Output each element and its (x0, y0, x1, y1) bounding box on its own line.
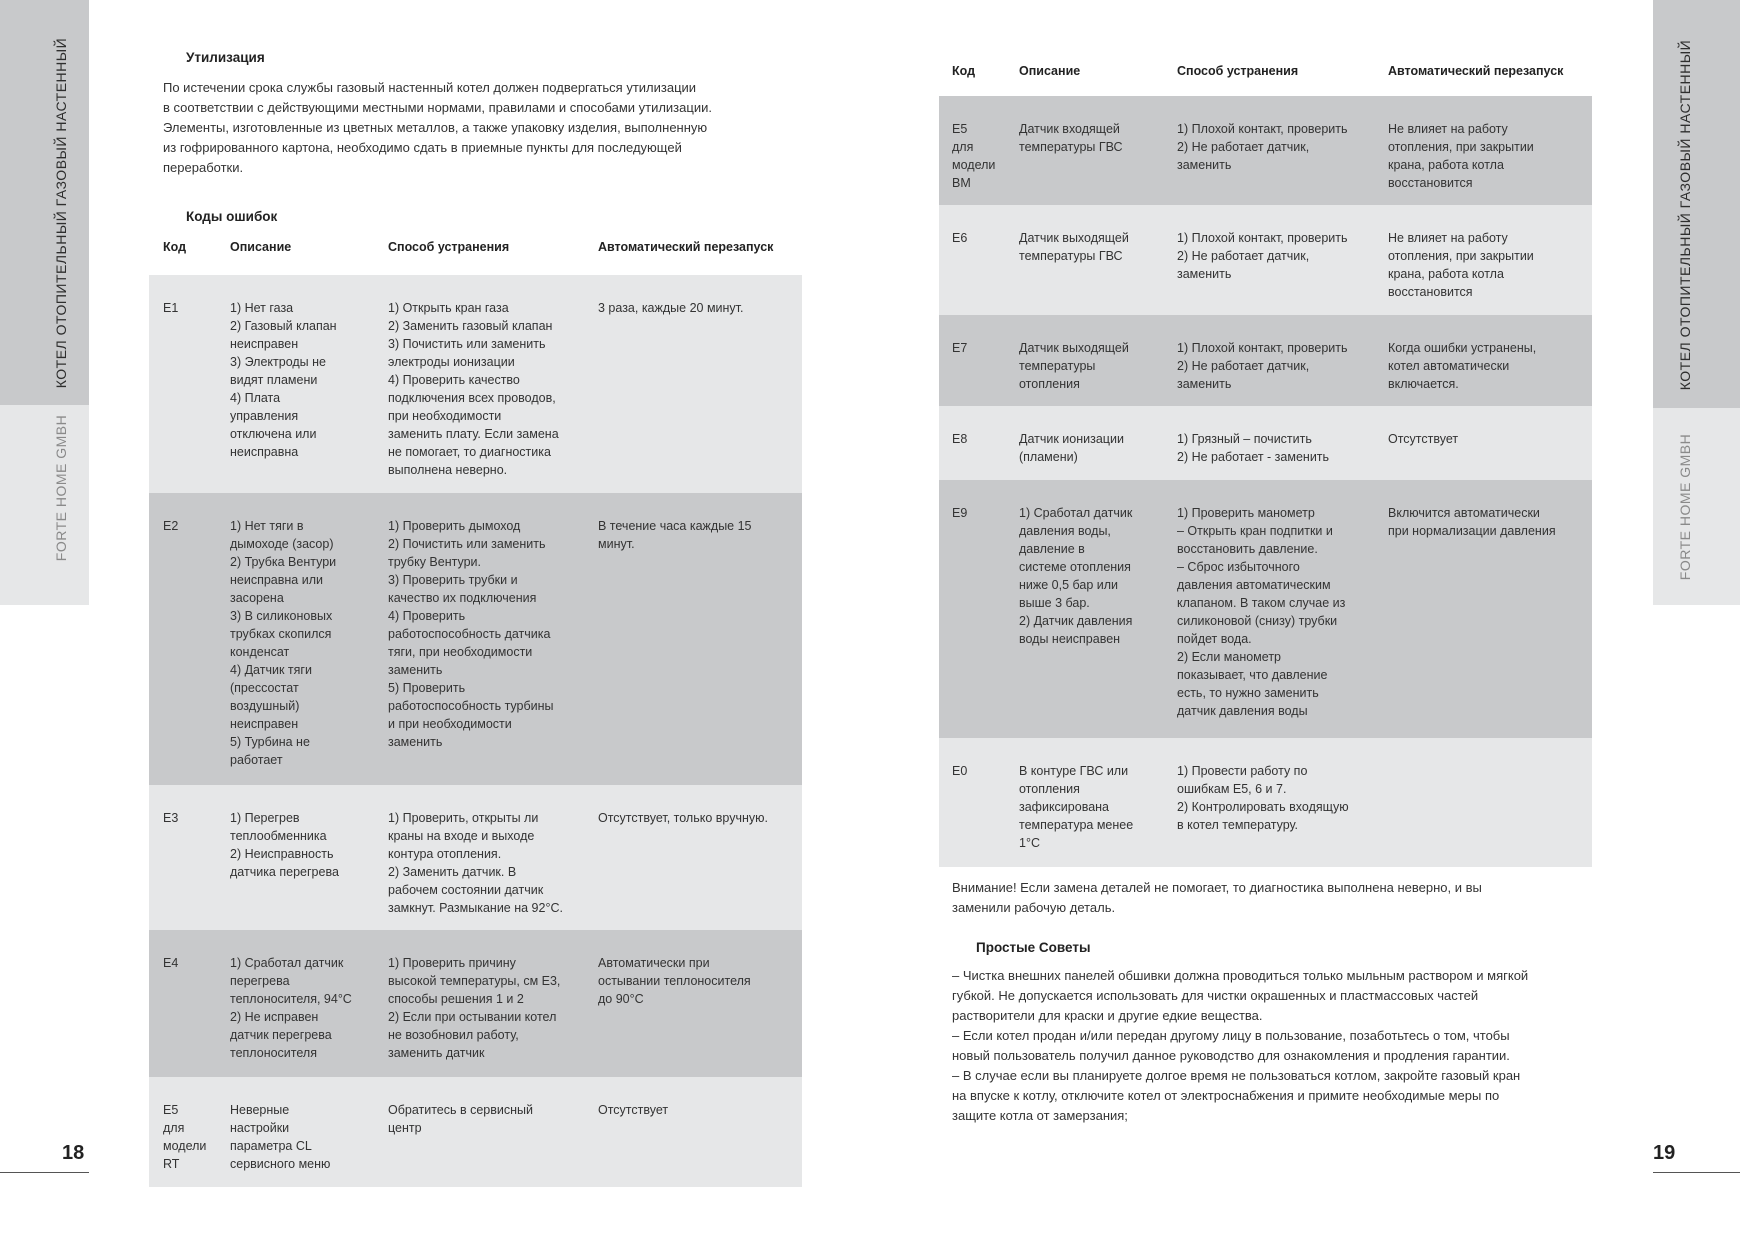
header-code: Код (163, 240, 187, 254)
cell-desc: 1) Перегрев теплообменника 2) Неисправно… (230, 811, 339, 879)
left-sidebar-brand-band (0, 405, 89, 605)
left-page-number: 18 (62, 1142, 85, 1164)
right-sidebar-brand: FORTE HOME GMBH (1677, 433, 1693, 581)
error-codes-heading: Коды ошибок (186, 209, 278, 224)
left-sidebar-title-band (0, 0, 89, 405)
cell-restart: Отсутствует (598, 1103, 669, 1117)
disposal-heading: Утилизация (186, 50, 265, 65)
cell-restart: Когда ошибки устранены, котел автоматиче… (1388, 341, 1537, 391)
right-sidebar-brand-band (1653, 408, 1740, 605)
cell-restart: Отсутствует, только вручную. (598, 811, 768, 825)
cell-fix: 1) Проверить дымоход 2) Почистить или за… (388, 519, 554, 749)
left-sidebar-brand: FORTE HOME GMBH (53, 414, 69, 562)
cell-restart: Включится автоматически при нормализации… (1388, 506, 1556, 538)
cell-desc: Датчик ионизации (пламени) (1019, 432, 1124, 464)
right-sidebar-title-band (1653, 0, 1740, 408)
cell-desc: 1) Сработал датчик давления воды, давлен… (1019, 506, 1133, 646)
cell-code: E5 для модели RT (163, 1103, 207, 1171)
header-fix: Способ устранения (1177, 64, 1299, 78)
header-description: Описание (1019, 64, 1081, 78)
right-page-number: 19 (1653, 1142, 1676, 1164)
cell-restart: Не влияет на работу отопления, при закры… (1388, 231, 1534, 299)
table-row: E5 для модели RT Неверные настройки парам… (149, 1077, 802, 1187)
table-row: E3 1) Перегрев теплообменника 2) Неисправ… (149, 785, 802, 930)
tips-text: – Чистка внешних панелей обшивки должна … (952, 968, 1529, 1123)
cell-desc: Неверные настройки параметра CL сервисно… (230, 1103, 331, 1171)
right-sidebar-title: КОТЕЛ ОТОПИТЕЛЬНЫЙ ГАЗОВЫЙ НАСТЕННЫЙ (1677, 39, 1693, 391)
table-row: E2 1) Нет тяги в дымоходе (засор) 2) Труб… (149, 493, 802, 785)
warning-note: Внимание! Если замена деталей не помогае… (952, 880, 1482, 915)
table-row: E5 для модели BM Датчик входящей температ… (939, 96, 1592, 205)
cell-code: E4 (163, 956, 179, 970)
left-page-rule (0, 1172, 89, 1173)
cell-code: E8 (952, 432, 968, 446)
cell-code: E6 (952, 231, 968, 245)
header-restart: Автоматический перезапуск (1388, 64, 1564, 78)
cell-fix: 1) Плохой контакт, проверить 2) Не работ… (1177, 122, 1348, 172)
cell-restart: 3 раза, каждые 20 минут. (598, 301, 744, 315)
cell-restart: Отсутствует (1388, 432, 1459, 446)
cell-code: E9 (952, 506, 968, 520)
header-restart: Автоматический перезапуск (598, 240, 774, 254)
header-description: Описание (230, 240, 292, 254)
cell-desc: 1) Нет тяги в дымоходе (засор) 2) Трубка… (230, 519, 337, 767)
table-row: E8 Датчик ионизации (пламени) 1) Грязный –… (939, 406, 1592, 480)
cell-restart: Автоматически при остывании теплоносител… (598, 956, 751, 1006)
table-row: E6 Датчик выходящей температуры ГВС 1) Пло… (939, 205, 1592, 315)
cell-desc: Датчик выходящей температуры отопления (1019, 341, 1129, 391)
cell-code: E5 для модели BM (952, 122, 996, 190)
header-code: Код (952, 64, 976, 78)
cell-fix: 1) Грязный – почистить 2) Не работает - … (1177, 432, 1330, 464)
cell-desc: 1) Нет газа 2) Газовый клапан неисправен… (230, 301, 337, 459)
cell-fix: Обратитесь в сервисный центр (388, 1103, 534, 1135)
cell-fix: 1) Плохой контакт, проверить 2) Не работ… (1177, 231, 1348, 281)
cell-fix: 1) Провести работу по ошибкам Е5, 6 и 7.… (1177, 764, 1349, 832)
cell-desc: Датчик выходящей температуры ГВС (1019, 231, 1129, 263)
cell-fix: 1) Открыть кран газа 2) Заменить газовый… (388, 301, 559, 477)
table-row: E4 1) Сработал датчик перегрева теплоноси… (149, 930, 802, 1077)
left-sidebar-title: КОТЕЛ ОТОПИТЕЛЬНЫЙ ГАЗОВЫЙ НАСТЕННЫЙ (53, 37, 69, 389)
cell-desc: Датчик входящей температуры ГВС (1019, 122, 1123, 154)
cell-fix: 1) Плохой контакт, проверить 2) Не работ… (1177, 341, 1348, 391)
table-row: E0 В контуре ГВС или отопления зафиксиров… (939, 738, 1592, 867)
cell-desc: 1) Сработал датчик перегрева теплоносите… (230, 956, 352, 1060)
table-row: E1 1) Нет газа 2) Газовый клапан неисправ… (149, 275, 802, 493)
cell-fix: 1) Проверить, открыты ли краны на входе … (388, 811, 563, 915)
table-row: E7 Датчик выходящей температуры отопления… (939, 315, 1592, 406)
cell-code: E7 (952, 341, 968, 355)
right-page-rule (1653, 1172, 1740, 1173)
disposal-text: По истечении срока службы газовый настен… (163, 80, 712, 175)
cell-code: E0 (952, 764, 968, 778)
cell-code: E2 (163, 519, 179, 533)
table-row: E9 1) Сработал датчик давления воды, давл… (939, 480, 1592, 738)
header-fix: Способ устранения (388, 240, 510, 254)
cell-restart: В течение часа каждые 15 минут. (598, 519, 752, 551)
cell-fix: 1) Проверить манометр – Открыть кран под… (1177, 506, 1346, 718)
cell-code: E1 (163, 301, 179, 315)
cell-restart: Не влияет на работу отопления, при закры… (1388, 122, 1534, 190)
cell-fix: 1) Проверить причину высокой температуры… (388, 956, 561, 1060)
tips-heading: Простые Советы (976, 940, 1091, 955)
cell-desc: В контуре ГВС или отопления зафиксирован… (1019, 764, 1134, 850)
cell-code: E3 (163, 811, 179, 825)
